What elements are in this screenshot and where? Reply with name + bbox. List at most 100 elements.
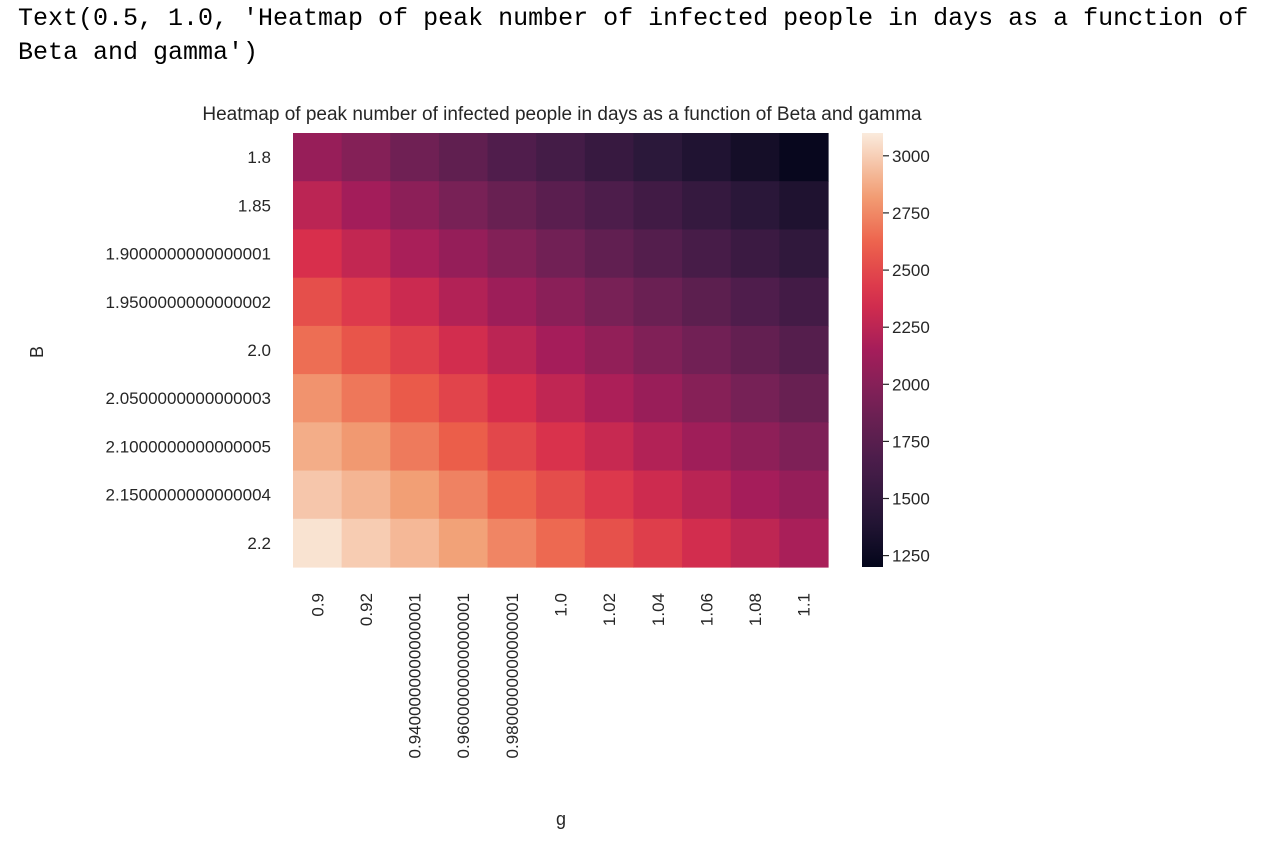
- heatmap-cell: [536, 277, 586, 327]
- heatmap-cell: [390, 229, 440, 279]
- colorbar-tick-label: 1750: [892, 432, 930, 451]
- heatmap-cell: [341, 325, 391, 375]
- heatmap-cell: [682, 229, 732, 279]
- heatmap-cell: [730, 518, 780, 568]
- heatmap-cell: [293, 518, 343, 568]
- heatmap-cell: [536, 422, 586, 472]
- colorbar-tick-label: 2750: [892, 204, 930, 223]
- heatmap-cell: [293, 325, 343, 375]
- heatmap-cell: [487, 422, 537, 472]
- y-tick-label: 1.85: [238, 196, 271, 215]
- x-tick-label: 0.92: [357, 593, 376, 626]
- heatmap-cell: [633, 277, 683, 327]
- heatmap-cell: [438, 325, 489, 375]
- heatmap-cell: [438, 229, 489, 279]
- colorbar-tick-label: 2000: [892, 375, 930, 394]
- colorbar-tick-label: 3000: [892, 147, 930, 166]
- heatmap-cell: [390, 470, 440, 520]
- heatmap-cell: [779, 518, 829, 568]
- x-tick-label: 0.9: [308, 593, 327, 617]
- heatmap-cell: [293, 374, 343, 423]
- heatmap-cell: [682, 470, 732, 520]
- cell-output-text: Text(0.5, 1.0, 'Heatmap of peak number o…: [18, 4, 1264, 67]
- heatmap-cell: [487, 470, 537, 520]
- heatmap-cell: [487, 374, 537, 423]
- heatmap-cell: [536, 229, 586, 279]
- heatmap-cell: [487, 133, 537, 182]
- heatmap-cell: [730, 374, 780, 423]
- colorbar: [862, 133, 883, 567]
- heatmap-cell: [633, 325, 683, 375]
- heatmap-cell: [293, 133, 343, 182]
- heatmap-cell: [682, 374, 732, 423]
- heatmap-cell: [633, 518, 683, 568]
- x-tick-label: 1.02: [600, 593, 619, 626]
- heatmap-cell: [779, 229, 829, 279]
- heatmap-cells: [293, 133, 829, 568]
- heatmap-cell: [779, 374, 829, 423]
- heatmap-cell: [584, 470, 635, 520]
- x-tick-label: 1.06: [697, 593, 716, 626]
- heatmap-cell: [536, 470, 586, 520]
- heatmap-cell: [682, 277, 732, 327]
- heatmap-cell: [633, 181, 683, 231]
- heatmap-cell: [390, 181, 440, 231]
- heatmap-cell: [293, 422, 343, 472]
- heatmap-cell: [633, 422, 683, 472]
- heatmap-cell: [536, 518, 586, 568]
- heatmap-cell: [341, 181, 391, 231]
- x-tick-label: 1.1: [795, 593, 814, 617]
- x-tick-labels: 0.9 0.92 0.9400000000000001 0.9600000000000…: [308, 593, 813, 758]
- x-tick-label: 1.04: [649, 593, 668, 626]
- heatmap-cell: [730, 277, 780, 327]
- heatmap-cell: [584, 422, 635, 472]
- heatmap-cell: [487, 277, 537, 327]
- heatmap-cell: [293, 229, 343, 279]
- heatmap-cell: [584, 374, 635, 423]
- heatmap-cell: [341, 518, 391, 568]
- heatmap-cell: [390, 277, 440, 327]
- heatmap-cell: [390, 325, 440, 375]
- heatmap-cell: [487, 229, 537, 279]
- heatmap-cell: [438, 422, 489, 472]
- heatmap-cell: [438, 133, 489, 182]
- y-tick-label: 2.1500000000000004: [106, 486, 271, 505]
- x-axis-label: g: [556, 809, 566, 829]
- heatmap-cell: [682, 133, 732, 182]
- y-tick-label: 1.8: [247, 148, 271, 167]
- heatmap-cell: [779, 181, 829, 231]
- x-tick-label: 0.9400000000000001: [406, 593, 425, 758]
- heatmap-cell: [438, 470, 489, 520]
- heatmap-cell: [341, 133, 391, 182]
- heatmap-cell: [390, 422, 440, 472]
- heatmap-cell: [390, 133, 440, 182]
- colorbar-tick-label: 1500: [892, 490, 930, 509]
- y-axis-label: B: [27, 346, 47, 358]
- heatmap-cell: [438, 181, 489, 231]
- heatmap-cell: [682, 181, 732, 231]
- heatmap-cell: [293, 470, 343, 520]
- heatmap-cell: [584, 181, 635, 231]
- heatmap-cell: [438, 277, 489, 327]
- heatmap-cell: [682, 325, 732, 375]
- heatmap-cell: [633, 470, 683, 520]
- heatmap-cell: [438, 374, 489, 423]
- heatmap-cell: [487, 518, 537, 568]
- colorbar-ticks: 1250 1500 1750 2000 2250 2500 2750 3000: [883, 147, 930, 566]
- heatmap-cell: [341, 229, 391, 279]
- heatmap-cell: [584, 277, 635, 327]
- heatmap-cell: [779, 325, 829, 375]
- colorbar-tick-label: 1250: [892, 547, 930, 566]
- y-tick-label: 2.0500000000000003: [106, 389, 271, 408]
- heatmap-cell: [779, 422, 829, 472]
- y-tick-labels: 1.8 1.85 1.9000000000000001 1.9500000000000…: [106, 148, 271, 553]
- heatmap-cell: [633, 374, 683, 423]
- heatmap-cell: [584, 325, 635, 375]
- heatmap-cell: [390, 374, 440, 423]
- x-tick-label: 0.9600000000000001: [454, 593, 473, 758]
- heatmap-cell: [779, 470, 829, 520]
- heatmap-cell: [487, 325, 537, 375]
- heatmap-cell: [438, 518, 489, 568]
- heatmap-cell: [779, 277, 829, 327]
